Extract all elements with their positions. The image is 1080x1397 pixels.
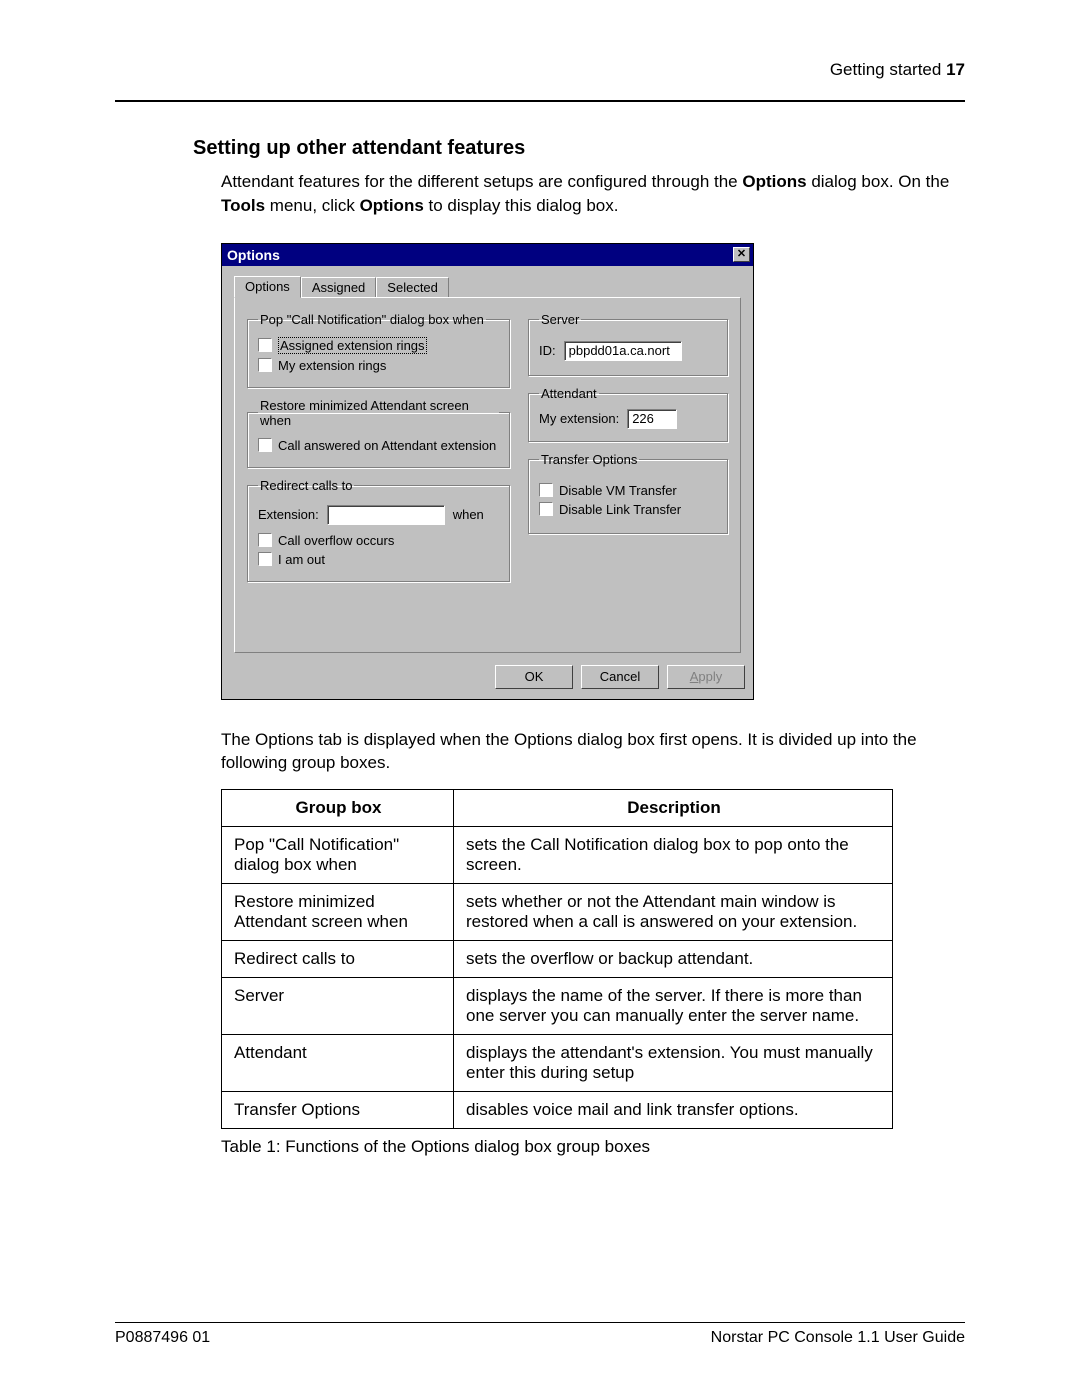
description-paragraph: The Options tab is displayed when the Op… bbox=[221, 728, 965, 776]
label-when: when bbox=[453, 507, 484, 522]
tab-strip: Options Assigned Selected bbox=[234, 276, 741, 297]
footer-right: Norstar PC Console 1.1 User Guide bbox=[711, 1329, 965, 1347]
page-footer: P0887496 01 Norstar PC Console 1.1 User … bbox=[115, 1322, 965, 1347]
checkbox-disable-vm[interactable] bbox=[539, 483, 553, 497]
label-my-ext: My extension rings bbox=[278, 358, 386, 373]
label-overflow: Call overflow occurs bbox=[278, 533, 394, 548]
header-page: 17 bbox=[946, 60, 965, 79]
checkbox-my-ext[interactable] bbox=[258, 358, 272, 372]
input-redirect-extension[interactable] bbox=[327, 505, 445, 525]
table-row: Redirect calls to sets the overflow or b… bbox=[222, 941, 893, 978]
table-row: Attendant displays the attendant's exten… bbox=[222, 1035, 893, 1092]
label-extension: Extension: bbox=[258, 507, 319, 522]
options-dialog: Options ✕ Options Assigned Selected Pop … bbox=[221, 243, 754, 700]
group-redirect: Redirect calls to Extension: when Call o… bbox=[247, 478, 510, 582]
close-button[interactable]: ✕ bbox=[733, 247, 750, 262]
table-header-row: Group box Description bbox=[222, 790, 893, 827]
th-groupbox: Group box bbox=[222, 790, 454, 827]
header-rule bbox=[115, 100, 965, 102]
groupbox-table: Group box Description Pop "Call Notifica… bbox=[221, 789, 893, 1129]
label-server-id: ID: bbox=[539, 343, 556, 358]
checkbox-overflow[interactable] bbox=[258, 533, 272, 547]
input-server-id[interactable]: pbpdd01a.ca.nort bbox=[564, 341, 682, 361]
table-row: Server displays the name of the server. … bbox=[222, 978, 893, 1035]
group-transfer-options: Transfer Options Disable VM Transfer Dis… bbox=[528, 452, 728, 534]
intro-paragraph: Attendant features for the different set… bbox=[221, 170, 965, 218]
label-disable-link: Disable Link Transfer bbox=[559, 502, 681, 517]
input-my-extension[interactable]: 226 bbox=[627, 409, 677, 429]
group-attendant: Attendant My extension: 226 bbox=[528, 386, 728, 442]
footer-left: P0887496 01 bbox=[115, 1329, 210, 1347]
ok-button[interactable]: OK bbox=[495, 665, 573, 689]
group-restore-minimized: Restore minimized Attendant screen when … bbox=[247, 398, 510, 468]
dialog-title: Options bbox=[227, 247, 280, 263]
header-text: Getting started 17 bbox=[115, 60, 965, 80]
th-description: Description bbox=[454, 790, 893, 827]
label-call-answered: Call answered on Attendant extension bbox=[278, 438, 496, 453]
dialog-titlebar: Options ✕ bbox=[222, 244, 753, 266]
apply-button[interactable]: Apply bbox=[667, 665, 745, 689]
table-row: Pop "Call Notification" dialog box when … bbox=[222, 827, 893, 884]
table-row: Restore minimized Attendant screen when … bbox=[222, 884, 893, 941]
table-caption: Table 1: Functions of the Options dialog… bbox=[221, 1137, 965, 1157]
tab-selected[interactable]: Selected bbox=[376, 277, 449, 297]
tab-options[interactable]: Options bbox=[234, 276, 301, 298]
table-row: Transfer Options disables voice mail and… bbox=[222, 1092, 893, 1129]
header-section: Getting started bbox=[830, 60, 942, 79]
cancel-button[interactable]: Cancel bbox=[581, 665, 659, 689]
label-i-am-out: I am out bbox=[278, 552, 325, 567]
tab-panel: Pop "Call Notification" dialog box when … bbox=[234, 297, 741, 653]
checkbox-call-answered[interactable] bbox=[258, 438, 272, 452]
section-title: Setting up other attendant features bbox=[193, 137, 965, 160]
group-server: Server ID: pbpdd01a.ca.nort bbox=[528, 312, 728, 376]
checkbox-disable-link[interactable] bbox=[539, 502, 553, 516]
checkbox-assigned-ext[interactable] bbox=[258, 338, 272, 352]
group-pop-notification: Pop "Call Notification" dialog box when … bbox=[247, 312, 510, 388]
label-disable-vm: Disable VM Transfer bbox=[559, 483, 677, 498]
label-assigned-ext: Assigned extension rings bbox=[278, 337, 427, 354]
tab-assigned[interactable]: Assigned bbox=[301, 277, 376, 297]
label-my-extension: My extension: bbox=[539, 411, 619, 426]
checkbox-i-am-out[interactable] bbox=[258, 552, 272, 566]
